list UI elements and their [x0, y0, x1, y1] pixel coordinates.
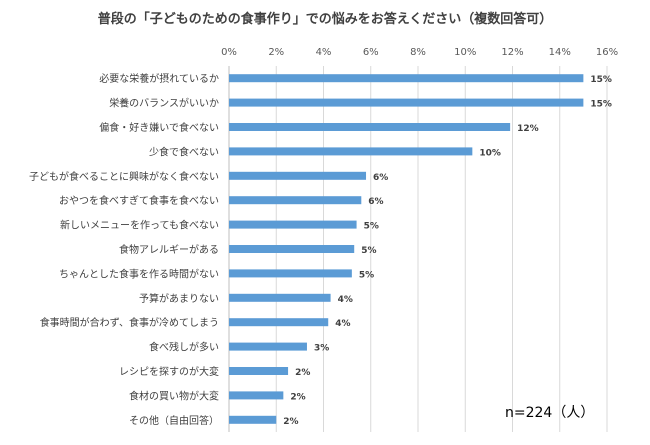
data-label: 15%: [590, 100, 612, 110]
bar: [229, 415, 277, 424]
category-label: 食べ残しが多い: [149, 341, 219, 354]
data-label: 5%: [359, 270, 374, 280]
x-tick-label: 16%: [596, 47, 618, 58]
bar: [229, 367, 289, 375]
bar: [229, 123, 511, 131]
data-label: 15%: [590, 75, 612, 85]
category-label: 予算があまりない: [139, 292, 219, 305]
category-label: 食材の買い物が大変: [129, 389, 219, 402]
x-tick-label: 14%: [549, 47, 571, 58]
x-tick-label: 2%: [268, 47, 284, 58]
category-label: 食事時間が合わず、食事が冷めてしまう: [40, 316, 219, 329]
category-label: おやつを食べすぎて食事を食べない: [59, 194, 219, 207]
category-label: ちゃんとした食事を作る時間がない: [59, 267, 219, 280]
sample-size-note: n=224（人）: [505, 405, 595, 421]
data-labels: 15% 15% 12% 10% 6% 6% 5% 5% 5% 4% 4% 3% 2% 2% 2%: [283, 75, 612, 427]
x-tick-label: 8%: [410, 47, 426, 58]
data-label: 2%: [283, 417, 298, 427]
x-tick-label: 0%: [221, 47, 237, 58]
x-tick-label: 6%: [363, 47, 379, 58]
category-label: 栄養のバランスがいいか: [109, 97, 219, 110]
x-tick-label: 12%: [501, 47, 523, 58]
bar: [229, 391, 284, 400]
data-label: 12%: [517, 124, 539, 134]
category-label: 必要な栄養が摂れているか: [99, 72, 219, 85]
data-label: 4%: [335, 319, 350, 329]
category-label: 子どもが食べることに興味がなく食べない: [29, 170, 219, 183]
bar: [229, 245, 355, 253]
chart-title: 普段の「子どものための食事作り」での悩みをお答えください（複数回答可）: [97, 12, 553, 27]
bar: [229, 293, 331, 302]
category-label: 食物アレルギーがある: [119, 243, 219, 256]
x-tick-label: 4%: [316, 47, 332, 58]
bar: [229, 147, 473, 156]
bars: [229, 74, 584, 424]
x-tick-label: 10%: [454, 47, 476, 58]
data-label: 6%: [368, 197, 383, 207]
category-label: 新しいメニューを作っても食べない: [60, 219, 219, 232]
data-label: 2%: [290, 392, 305, 402]
data-label: 3%: [314, 344, 329, 354]
data-label: 6%: [373, 173, 388, 183]
data-label: 4%: [338, 295, 353, 305]
category-label: 偏食・好き嫌いで食べない: [99, 121, 219, 134]
bar: [229, 318, 329, 327]
bar: [229, 269, 352, 278]
x-axis-ticks: 0% 2% 4% 6% 8% 10% 12% 14% 16%: [221, 47, 618, 58]
data-label: 5%: [364, 222, 379, 232]
bar: [229, 196, 362, 205]
category-label: 少食で食べない: [149, 145, 219, 158]
bar: [229, 220, 357, 229]
category-label: その他（自由回答）: [129, 414, 219, 427]
category-labels: 必要な栄養が摂れているか栄養のバランスがいいか偏食・好き嫌いで食べない少食で食べ…: [29, 72, 219, 427]
category-label: レシピを探すのが大変: [119, 365, 219, 378]
data-label: 2%: [295, 368, 310, 378]
bar: [229, 98, 584, 107]
bar: [229, 74, 584, 83]
data-label: 10%: [479, 148, 501, 158]
bar: [229, 171, 367, 180]
bar: [229, 342, 307, 351]
data-label: 5%: [361, 246, 376, 256]
